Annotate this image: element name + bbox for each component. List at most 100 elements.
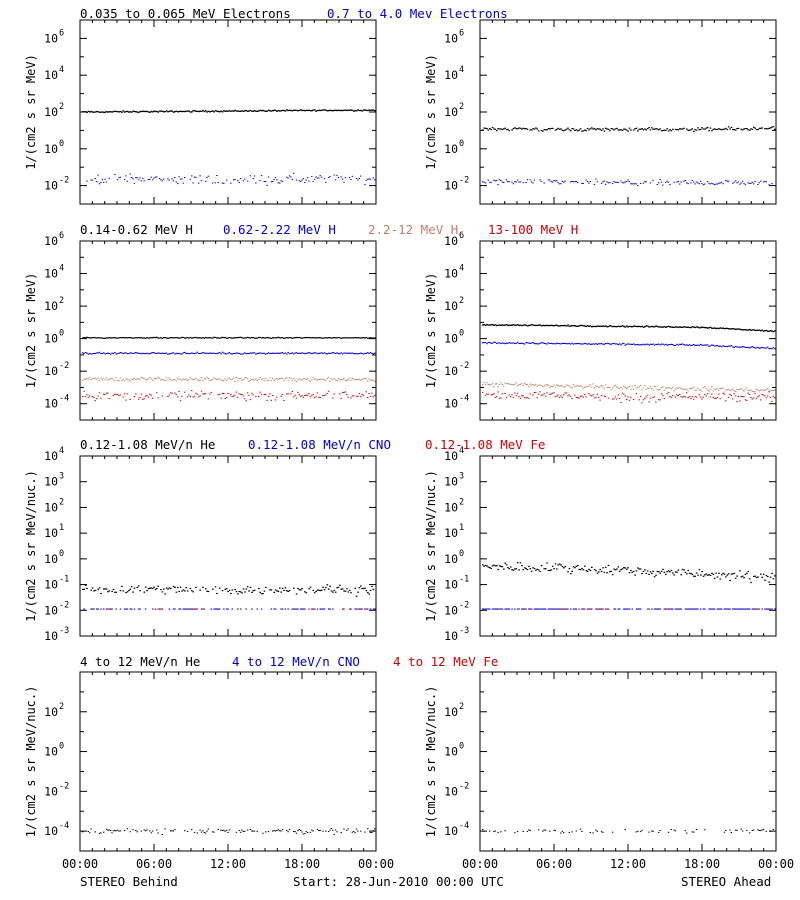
data-point (614, 128, 617, 130)
header-cno-low: 0.12-1.08 MeV/n CNO (248, 437, 391, 452)
data-point (168, 337, 171, 339)
data-point (210, 337, 213, 339)
data-point (621, 388, 624, 390)
data-point (727, 328, 730, 330)
data-point (200, 180, 203, 182)
data-point (156, 587, 158, 590)
data-point (635, 393, 638, 395)
data-point (232, 395, 235, 397)
data-point (216, 592, 218, 595)
data-point (565, 343, 568, 345)
data-point (193, 608, 196, 610)
data-point (750, 346, 752, 348)
data-point (729, 128, 731, 130)
data-point (512, 183, 515, 185)
data-point (571, 325, 574, 327)
data-point (147, 378, 150, 380)
data-point (300, 180, 302, 182)
data-point (325, 830, 327, 832)
data-point (694, 183, 696, 185)
data-point (175, 394, 177, 396)
data-point (313, 352, 316, 354)
data-point (736, 575, 738, 577)
data-point (554, 324, 557, 326)
data-point (489, 128, 491, 130)
data-point (511, 383, 513, 385)
data-point (511, 129, 513, 131)
data-point (567, 384, 569, 386)
data-point (706, 127, 709, 129)
data-point (508, 324, 511, 326)
data-point (100, 353, 102, 355)
data-point (578, 129, 580, 131)
data-point (98, 337, 101, 339)
data-point (228, 110, 231, 112)
data-point (136, 586, 139, 589)
data-point (733, 608, 735, 610)
data-point (83, 378, 85, 380)
data-point (136, 352, 138, 354)
data-point (355, 595, 358, 597)
data-point (188, 110, 190, 112)
data-point (746, 128, 748, 130)
data-point (618, 570, 621, 572)
data-point (556, 568, 558, 570)
data-point (582, 608, 585, 610)
data-point (596, 608, 599, 610)
data-point (260, 175, 263, 177)
data-point (741, 129, 744, 131)
data-point (666, 571, 668, 573)
data-point (144, 379, 147, 381)
data-point (339, 393, 341, 395)
data-point (546, 343, 548, 345)
data-point (241, 353, 243, 355)
data-point (361, 608, 363, 610)
data-point (105, 828, 108, 830)
data-point (676, 181, 678, 183)
data-point (277, 829, 279, 831)
data-point (83, 588, 85, 590)
data-point (613, 342, 615, 344)
data-point (637, 830, 639, 832)
data-point (535, 343, 537, 345)
data-point (91, 396, 94, 398)
data-point (602, 128, 604, 130)
data-point (260, 378, 263, 380)
data-point (515, 181, 517, 183)
data-point (100, 377, 102, 379)
data-point (224, 830, 226, 832)
data-point (368, 109, 371, 111)
data-point (493, 341, 495, 343)
data-point (337, 586, 340, 588)
data-point (720, 387, 723, 389)
data-point (507, 608, 509, 610)
data-point (644, 326, 646, 328)
data-point (312, 181, 314, 183)
data-point (313, 337, 316, 339)
data-point (181, 336, 183, 338)
data-point (224, 353, 226, 355)
data-point (762, 347, 765, 349)
data-point (276, 337, 278, 339)
data-point (598, 571, 600, 573)
data-point (232, 110, 235, 112)
data-point (255, 378, 257, 380)
data-point (178, 608, 180, 610)
data-point (532, 128, 534, 130)
data-point (651, 830, 653, 832)
data-point (119, 394, 122, 396)
data-point (316, 379, 319, 381)
data-point (140, 110, 143, 113)
data-point (346, 352, 348, 354)
data-point (508, 383, 510, 385)
data-point (200, 608, 203, 610)
data-point (160, 379, 162, 381)
data-point (490, 182, 492, 184)
data-point (627, 179, 629, 181)
data-point (530, 129, 533, 131)
data-point (125, 352, 127, 354)
data-point (693, 398, 695, 400)
data-point (246, 110, 249, 112)
data-point (181, 110, 183, 113)
